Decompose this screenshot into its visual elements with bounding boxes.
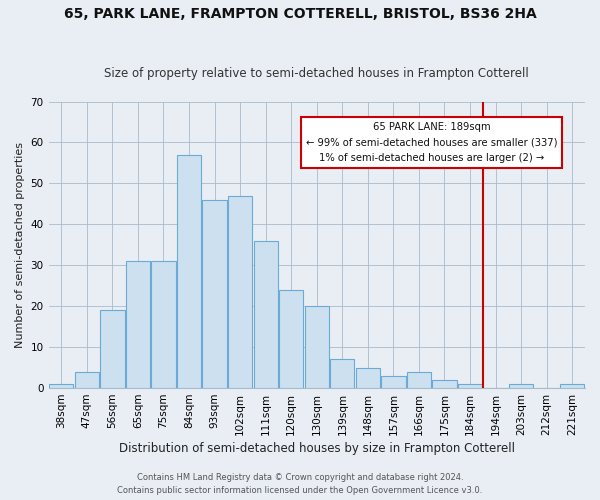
Bar [279,290,304,388]
X-axis label: Distribution of semi-detached houses by size in Frampton Cotterell: Distribution of semi-detached houses by … [119,442,515,455]
Bar [433,380,457,388]
Bar [202,200,227,388]
Text: Contains HM Land Registry data © Crown copyright and database right 2024.
Contai: Contains HM Land Registry data © Crown c… [118,474,482,495]
Bar [49,384,73,388]
Bar [228,196,252,388]
Text: 65, PARK LANE, FRAMPTON COTTERELL, BRISTOL, BS36 2HA: 65, PARK LANE, FRAMPTON COTTERELL, BRIST… [64,8,536,22]
Bar [100,310,125,388]
Bar [75,372,99,388]
Bar [381,376,406,388]
Bar [254,240,278,388]
Bar [560,384,584,388]
Bar [330,360,355,388]
Bar [356,368,380,388]
Bar [509,384,533,388]
Bar [151,261,176,388]
Y-axis label: Number of semi-detached properties: Number of semi-detached properties [15,142,25,348]
Bar [126,261,150,388]
Bar [177,154,201,388]
Text: 65 PARK LANE: 189sqm
← 99% of semi-detached houses are smaller (337)
1% of semi-: 65 PARK LANE: 189sqm ← 99% of semi-detac… [306,122,557,163]
Title: Size of property relative to semi-detached houses in Frampton Cotterell: Size of property relative to semi-detach… [104,66,529,80]
Bar [305,306,329,388]
Bar [458,384,482,388]
Bar [407,372,431,388]
